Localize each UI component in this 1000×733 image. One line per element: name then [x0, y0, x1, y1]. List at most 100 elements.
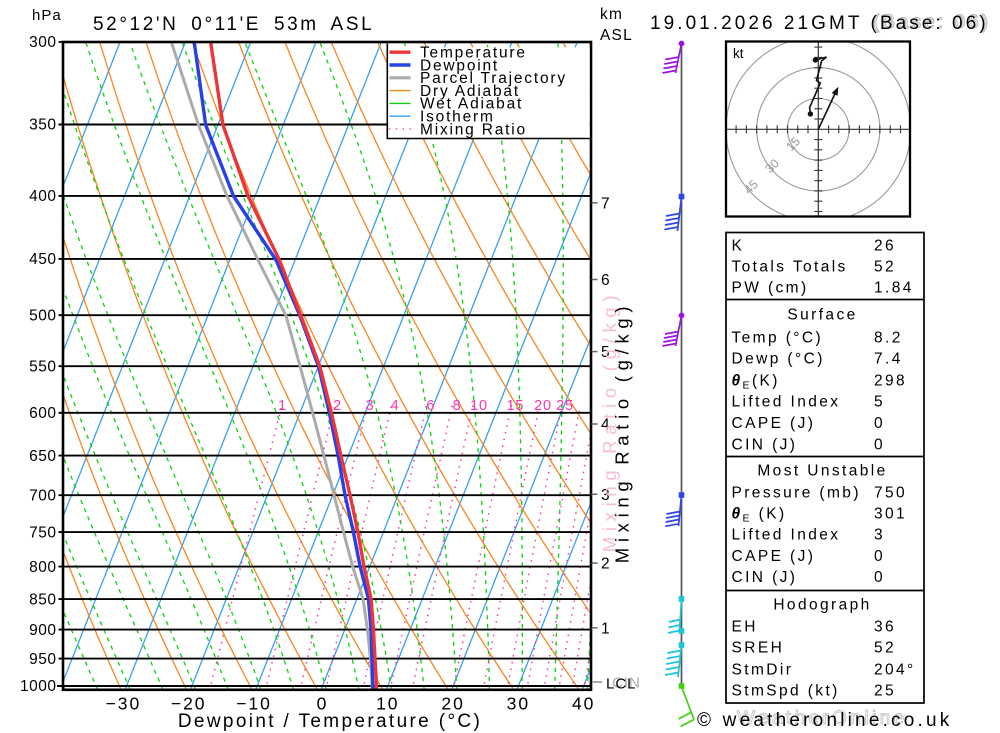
svg-text:ASL: ASL: [600, 27, 633, 44]
svg-text:800: 800: [29, 559, 56, 576]
svg-text:2: 2: [333, 398, 342, 414]
svg-text:1: 1: [601, 620, 610, 637]
svg-text:Dewp (°C): Dewp (°C): [732, 351, 825, 368]
svg-text:Surface: Surface: [787, 307, 857, 324]
svg-text:450: 450: [29, 251, 56, 268]
svg-text:Most Unstable: Most Unstable: [757, 463, 887, 480]
svg-text:25: 25: [874, 683, 896, 700]
svg-text:Parcel Trajectory: Parcel Trajectory: [420, 70, 567, 87]
svg-text:52: 52: [874, 640, 896, 657]
svg-text:Lifted Index: Lifted Index: [732, 527, 841, 544]
svg-text:6: 6: [601, 272, 610, 289]
svg-text:Totals Totals: Totals Totals: [732, 259, 848, 276]
svg-text:Dry Adiabat: Dry Adiabat: [420, 83, 520, 100]
svg-text:StmDir: StmDir: [732, 662, 794, 679]
svg-text:36: 36: [874, 619, 896, 636]
svg-text:EH: EH: [732, 619, 758, 636]
svg-text:Dewpoint / Temperature (°C): Dewpoint / Temperature (°C): [178, 711, 482, 732]
svg-text:© weatheronline.co.uk: © weatheronline.co.uk: [697, 710, 952, 731]
svg-text:650: 650: [29, 448, 56, 465]
svg-text:950: 950: [29, 651, 56, 668]
svg-text:300: 300: [29, 34, 56, 51]
svg-text:7.4: 7.4: [874, 351, 903, 368]
svg-text:600: 600: [29, 405, 56, 422]
svg-text:Temp (°C): Temp (°C): [732, 330, 824, 347]
svg-text:4: 4: [601, 417, 610, 434]
svg-text:WeatherOnline: WeatherOnline: [737, 708, 908, 729]
svg-text:5: 5: [874, 394, 885, 411]
svg-text:Mixing Ratio (g/kg): Mixing Ratio (g/kg): [612, 301, 633, 564]
svg-text:StmSpd (kt): StmSpd (kt): [732, 683, 840, 700]
svg-text:15: 15: [507, 398, 525, 414]
svg-text:SREH: SREH: [732, 640, 785, 657]
svg-text:K: K: [732, 238, 745, 255]
svg-text:52: 52: [874, 259, 896, 276]
svg-text:LCL: LCL: [606, 676, 637, 693]
svg-text:Isotherm: Isotherm: [420, 109, 495, 126]
svg-text:26: 26: [874, 238, 896, 255]
svg-text:Mixing Ratio (g/kg): Mixing Ratio (g/kg): [599, 290, 620, 553]
svg-text:(Base: 06): (Base: 06): [873, 12, 991, 33]
svg-text:1.84: 1.84: [874, 280, 914, 297]
svg-text:52°12'N 0°11'E 53m ASL: 52°12'N 0°11'E 53m ASL: [93, 14, 374, 35]
svg-text:550: 550: [29, 358, 56, 375]
svg-text:Dewpoint: Dewpoint: [420, 57, 499, 74]
svg-text:298: 298: [874, 373, 907, 390]
svg-text:1000: 1000: [20, 678, 56, 695]
svg-text:3: 3: [366, 398, 375, 414]
svg-text:750: 750: [29, 524, 56, 541]
svg-text:CIN (J): CIN (J): [732, 569, 798, 586]
svg-text:40: 40: [572, 694, 595, 714]
svg-text:CAPE (J): CAPE (J): [732, 548, 816, 565]
svg-text:4: 4: [391, 398, 400, 414]
svg-text:350: 350: [29, 117, 56, 134]
svg-text:850: 850: [29, 591, 56, 608]
svg-text:−20: −20: [171, 694, 207, 714]
svg-text:Mixing Ratio: Mixing Ratio: [420, 121, 527, 138]
svg-text:Pressure (mb): Pressure (mb): [732, 485, 861, 502]
svg-text:CIN (J): CIN (J): [732, 437, 798, 454]
svg-text:10: 10: [376, 694, 399, 714]
svg-text:hPa: hPa: [32, 7, 62, 24]
svg-text:5: 5: [601, 344, 610, 361]
svg-text:6: 6: [426, 398, 435, 414]
svg-text:19.01.2026 21GMT (Base: 06): 19.01.2026 21GMT (Base: 06): [650, 13, 989, 34]
svg-text:20: 20: [441, 694, 464, 714]
svg-text:8: 8: [453, 398, 462, 414]
svg-text:CAPE (J): CAPE (J): [732, 415, 816, 432]
svg-text:Lifted Index: Lifted Index: [732, 394, 841, 411]
svg-text:204°: 204°: [874, 662, 916, 679]
svg-text:1: 1: [278, 398, 287, 414]
svg-text:CIN: CIN: [612, 675, 641, 692]
svg-text:500: 500: [29, 307, 56, 324]
svg-text:0: 0: [874, 437, 885, 454]
svg-text:PW (cm): PW (cm): [732, 280, 809, 297]
svg-text:30: 30: [507, 694, 530, 714]
svg-text:−30: −30: [106, 694, 142, 714]
svg-text:θE (K): θE (K): [732, 506, 787, 525]
svg-text:0: 0: [874, 548, 885, 565]
svg-text:Temperature: Temperature: [420, 45, 527, 62]
svg-text:750: 750: [874, 485, 907, 502]
svg-text:301: 301: [874, 506, 907, 523]
svg-text:0: 0: [317, 694, 329, 714]
svg-text:7: 7: [601, 195, 610, 212]
svg-text:400: 400: [29, 188, 56, 205]
svg-text:10: 10: [470, 398, 488, 414]
svg-text:25: 25: [556, 398, 574, 414]
svg-text:20: 20: [534, 398, 552, 414]
svg-text:900: 900: [29, 622, 56, 639]
svg-text:700: 700: [29, 487, 56, 504]
svg-text:Wet Adiabat: Wet Adiabat: [420, 96, 523, 113]
svg-text:3: 3: [601, 487, 610, 504]
svg-text:3: 3: [874, 527, 885, 544]
svg-text:kt: kt: [733, 46, 744, 61]
svg-text:km: km: [600, 6, 623, 23]
svg-text:8.2: 8.2: [874, 330, 903, 347]
svg-text:0: 0: [874, 415, 885, 432]
svg-text:θE(K): θE(K): [732, 373, 780, 392]
svg-text:Hodograph: Hodograph: [773, 597, 871, 614]
svg-text:0: 0: [874, 569, 885, 586]
svg-text:−10: −10: [236, 694, 272, 714]
svg-text:2: 2: [601, 556, 610, 573]
